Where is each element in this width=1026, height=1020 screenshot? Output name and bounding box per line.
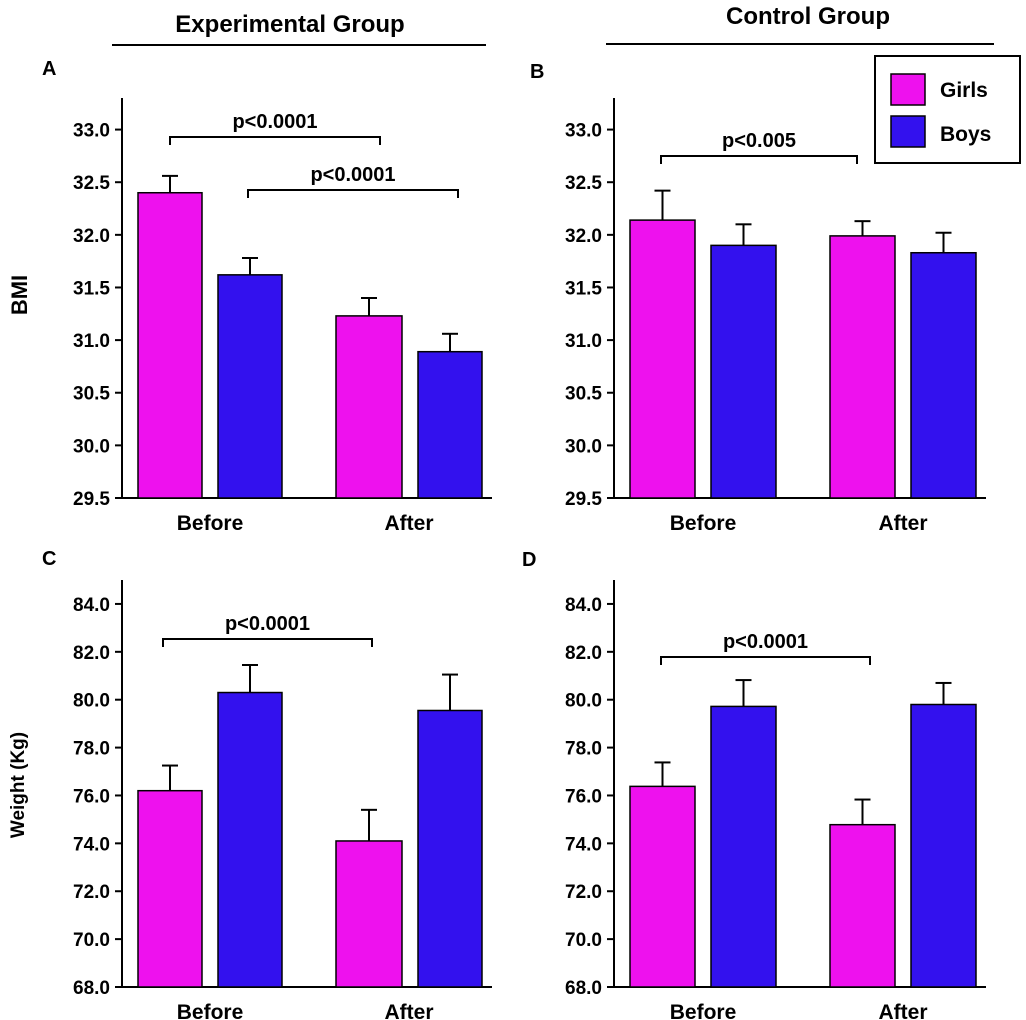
- bar-c-before-girls: [137, 789, 203, 988]
- legend: Girls Boys: [874, 55, 1021, 164]
- x-category-label-a: After: [384, 512, 433, 535]
- y-tick-label-c: 78.0: [73, 739, 110, 760]
- x-category-label-d: After: [878, 1001, 927, 1020]
- y-tick-label-b: 29.5: [565, 489, 602, 510]
- y-tick-label-d: 74.0: [565, 834, 602, 855]
- significance-bracket-a: [247, 189, 459, 198]
- y-tick-label-b: 31.0: [565, 331, 602, 352]
- y-tick-label-c: 74.0: [73, 834, 110, 855]
- control-group-title: Control Group: [726, 3, 890, 30]
- y-tick-label-a: 29.5: [73, 489, 110, 510]
- panel-letter-b: B: [530, 61, 544, 83]
- legend-label-girls: Girls: [940, 79, 988, 102]
- y-tick-label-d: 70.0: [565, 930, 602, 951]
- significance-bracket-c: [162, 638, 373, 647]
- p-value-label-a: p<0.0001: [232, 111, 317, 133]
- y-tick-label-a: 32.5: [73, 173, 110, 194]
- significance-bracket-d: [660, 656, 871, 665]
- panel-a: A BMI 29.5 30.0 30.5 31.0 31.5 32.0 32.5 33.0 Befo…: [7, 58, 492, 535]
- y-axis-label-a: BMI: [7, 275, 32, 315]
- bar-b-before-boys: [710, 244, 777, 499]
- y-tick-label-d: 76.0: [565, 786, 602, 807]
- x-category-label-c: After: [384, 1001, 433, 1020]
- x-category-label-a: Before: [177, 512, 244, 535]
- panel-letter-c: C: [42, 548, 56, 570]
- x-category-label-d: Before: [670, 1001, 737, 1020]
- y-tick-label-a: 31.0: [73, 331, 110, 352]
- y-tick-label-d: 72.0: [565, 882, 602, 903]
- y-tick-label-d: 78.0: [565, 739, 602, 760]
- panel-d: D 68.0 70.0 72.0 74.0 76.0 78.0 80.0 82.0 84.0 Bef…: [522, 549, 986, 1020]
- bar-d-after-girls: [829, 823, 896, 988]
- p-value-label-b: p<0.005: [722, 130, 796, 152]
- y-tick-label-b: 32.5: [565, 173, 602, 194]
- bar-d-before-boys: [710, 705, 777, 988]
- panel-letter-d: D: [522, 549, 536, 571]
- x-category-label-c: Before: [177, 1001, 244, 1020]
- bar-a-before-boys: [217, 274, 283, 499]
- y-tick-label-c: 84.0: [73, 595, 110, 616]
- y-tick-label-a: 30.5: [73, 384, 110, 405]
- y-tick-label-c: 82.0: [73, 643, 110, 664]
- p-value-label-a: p<0.0001: [310, 164, 395, 186]
- bar-a-before-girls: [137, 191, 203, 499]
- x-category-label-b: After: [878, 512, 927, 535]
- bar-c-before-boys: [217, 691, 283, 988]
- y-tick-label-b: 30.0: [565, 436, 602, 457]
- y-tick-label-a: 33.0: [73, 121, 110, 142]
- y-tick-label-d: 80.0: [565, 691, 602, 712]
- experimental-group-title: Experimental Group: [175, 11, 404, 38]
- y-tick-label-a: 30.0: [73, 436, 110, 457]
- y-tick-label-c: 72.0: [73, 882, 110, 903]
- x-category-label-b: Before: [670, 512, 737, 535]
- panel-b: B 29.5 30.0 30.5 31.0 31.5 32.0 32.5 33.0 Before A…: [530, 61, 986, 535]
- significance-bracket-a: [169, 136, 381, 145]
- significance-bracket-b: [660, 155, 858, 164]
- panel-letter-a: A: [42, 58, 56, 80]
- y-tick-label-d: 84.0: [565, 595, 602, 616]
- bar-b-before-girls: [629, 219, 696, 499]
- y-tick-label-c: 70.0: [73, 930, 110, 951]
- bar-b-after-girls: [829, 235, 896, 499]
- y-tick-label-c: 76.0: [73, 786, 110, 807]
- legend-label-boys: Boys: [940, 123, 991, 146]
- y-tick-label-c: 68.0: [73, 978, 110, 999]
- legend-swatch-girls: [890, 73, 926, 106]
- bar-b-after-boys: [910, 251, 977, 499]
- y-tick-label-b: 33.0: [565, 121, 602, 142]
- bar-c-after-boys: [417, 709, 483, 988]
- bar-c-after-girls: [335, 840, 403, 988]
- bar-d-before-girls: [629, 785, 696, 988]
- y-tick-label-d: 82.0: [565, 643, 602, 664]
- y-axis-label-c: Weight (Kg): [8, 732, 29, 838]
- legend-swatch-boys: [890, 115, 926, 148]
- p-value-label-d: p<0.0001: [723, 631, 808, 653]
- panel-c: C Weight (Kg) 68.0 70.0 72.0 74.0 76.0 78.0 80.0…: [8, 548, 492, 1020]
- y-tick-label-c: 80.0: [73, 691, 110, 712]
- y-tick-label-b: 32.0: [565, 226, 602, 247]
- p-value-label-c: p<0.0001: [225, 613, 310, 635]
- y-tick-label-a: 32.0: [73, 226, 110, 247]
- bar-a-after-girls: [335, 315, 403, 499]
- y-tick-label-b: 30.5: [565, 384, 602, 405]
- y-tick-label-b: 31.5: [565, 278, 602, 299]
- bar-a-after-boys: [417, 350, 483, 499]
- bar-d-after-boys: [910, 703, 977, 988]
- y-tick-label-d: 68.0: [565, 978, 602, 999]
- y-tick-label-a: 31.5: [73, 278, 110, 299]
